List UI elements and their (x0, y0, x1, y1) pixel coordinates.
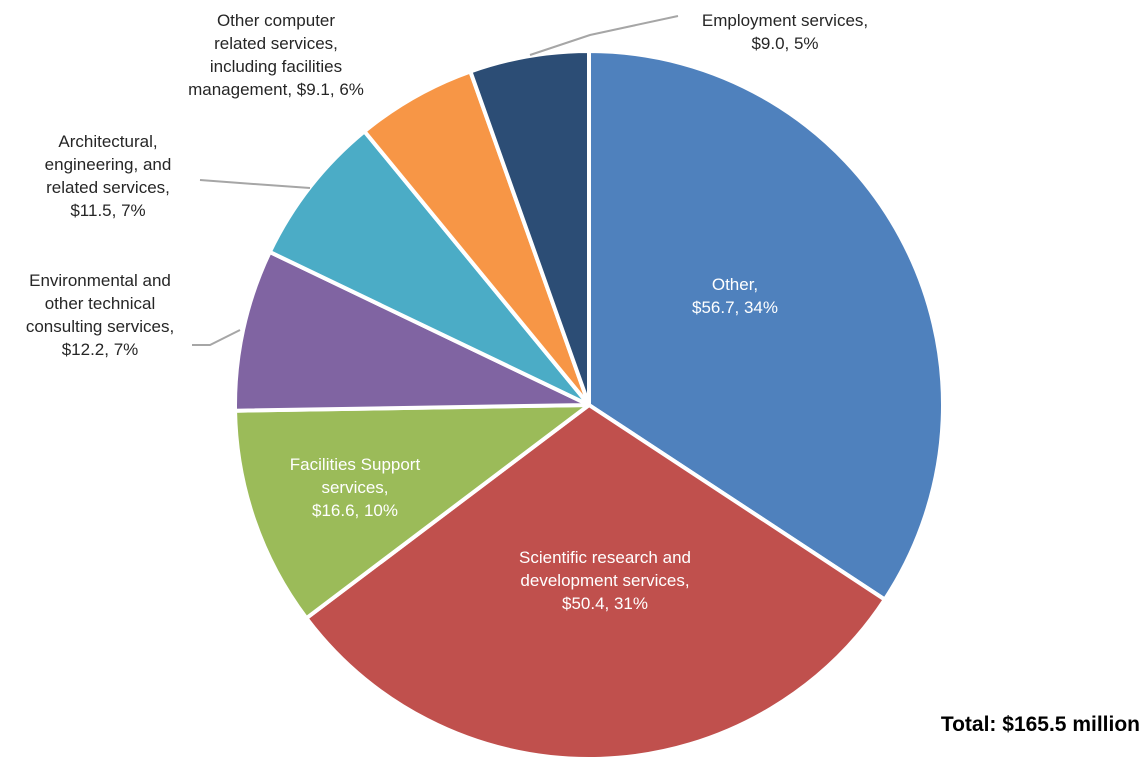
leader-line (192, 329, 241, 346)
slice-label-line: engineering, and (45, 155, 172, 174)
slice-label-line: management, $9.1, 6% (188, 80, 364, 99)
slice-label: Facilities Support services, $16.6, 10% (290, 455, 421, 520)
slice-label: Other, $56.7, 34% (692, 275, 778, 317)
slice-label-line: $50.4, 31% (562, 594, 648, 613)
pie-slice (233, 403, 591, 621)
slice-label-line: Other computer (217, 11, 335, 30)
total-label: Total: $165.5 million (941, 713, 1140, 736)
slice-label-line: $12.2, 7% (62, 340, 139, 359)
slice-label-line: $16.6, 10% (312, 501, 398, 520)
pie-slice (267, 129, 591, 407)
leader-lines (192, 15, 679, 346)
slice-label: Architectural, engineering, and related se… (45, 132, 172, 220)
slice-label-line: Architectural, (58, 132, 157, 151)
slice-label-line: services, (321, 478, 388, 497)
pie-slice (233, 249, 591, 413)
slice-label-line: Other, (712, 275, 758, 294)
slice-label-line: consulting services, (26, 317, 174, 336)
slice-label-line: other technical (45, 294, 156, 313)
slice-label-line: Employment services, (702, 11, 868, 30)
slice-label-line: $56.7, 34% (692, 298, 778, 317)
slice-label-line: Environmental and (29, 271, 171, 290)
slice-label-line: related services, (214, 34, 338, 53)
slice-label: Environmental and other technical consulti… (26, 271, 174, 359)
slice-label: Other computer related services, including… (188, 11, 364, 99)
leader-line (199, 179, 311, 189)
slice-label-line: Scientific research and (519, 548, 691, 567)
slice-label-line: $9.0, 5% (751, 34, 818, 53)
pie-slice (468, 49, 591, 407)
leader-line (529, 15, 679, 56)
slice-label: Scientific research and development servi… (519, 548, 691, 613)
slice-labels: Other, $56.7, 34% Scientific research and d… (26, 11, 868, 613)
slice-label-line: related services, (46, 178, 170, 197)
slice-label-line: development services, (520, 571, 689, 590)
slice-label-line: Facilities Support (290, 455, 421, 474)
pie-slices (233, 49, 945, 759)
slice-label-line: including facilities (210, 57, 342, 76)
slice-label-line: $11.5, 7% (70, 201, 145, 220)
slice-label: Employment services, $9.0, 5% (702, 11, 868, 53)
